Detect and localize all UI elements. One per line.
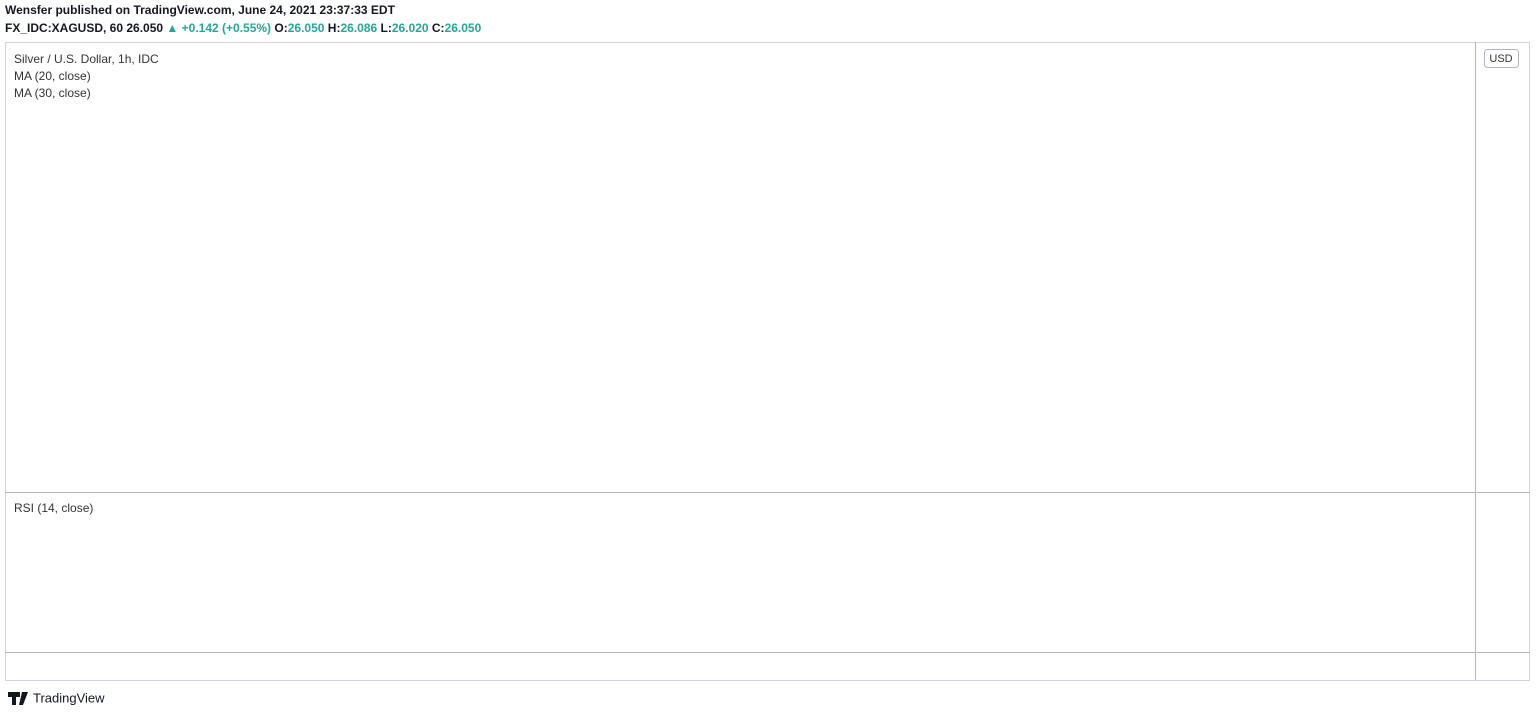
legend-entry: MA (30, close) — [14, 86, 91, 100]
byline: Wensfer published on TradingView.com, Ju… — [5, 3, 395, 17]
ohlc-key: C: — [431, 21, 445, 35]
ohlc-key: H: — [327, 21, 341, 35]
currency-badge — [1484, 49, 1519, 68]
ohlc-value: 26.086 — [340, 21, 378, 35]
chart-title: Silver / U.S. Dollar, 1h, IDC — [14, 52, 159, 66]
currency-label: USD — [1489, 53, 1512, 65]
ohlc-value: 26.050 — [287, 21, 325, 35]
ohlc-value: 26.020 — [391, 21, 429, 35]
symbol: FX_IDC:XAGUSD, 60 — [5, 21, 124, 35]
ohlc-key: L: — [380, 21, 392, 35]
chart-border — [5, 42, 1530, 681]
ohlc-value: 26.050 — [444, 21, 482, 35]
brand-name: TradingView — [33, 690, 105, 705]
last-price: 26.050 — [126, 21, 164, 35]
quote-line: FX_IDC:XAGUSD, 60 26.050 ▲ +0.142 (+0.55… — [5, 21, 481, 35]
change: +0.142 (+0.55%) — [181, 21, 272, 35]
legend-entry: MA (20, close) — [14, 69, 91, 83]
brand-logo — [8, 692, 28, 705]
ohlc-key: O: — [274, 21, 288, 35]
arrow: ▲ — [166, 21, 179, 35]
frame — [5, 42, 1530, 681]
pane-title: RSI (14, close) — [14, 501, 93, 515]
